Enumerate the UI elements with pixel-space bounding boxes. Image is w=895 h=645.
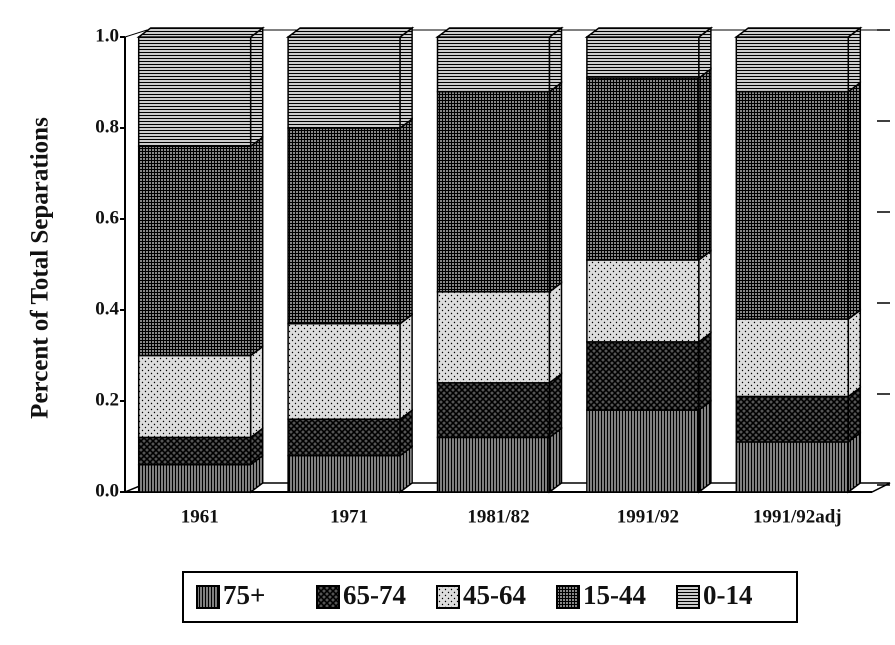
x-tick-label: 1991/92 (617, 506, 679, 527)
bar-side (249, 345, 264, 439)
bar-segment (735, 441, 850, 493)
bar-segment (735, 395, 850, 443)
bar-side (698, 249, 712, 344)
bar-top (285, 27, 415, 38)
legend-label: 65-74 (343, 580, 406, 610)
bar-segment (436, 36, 551, 93)
legend-swatch (316, 585, 340, 609)
x-tick-label: 1981/82 (467, 506, 529, 527)
legend-swatch (676, 585, 700, 609)
y-tick-label: 0.2 (95, 389, 119, 410)
bar-side (399, 117, 413, 326)
bar-segment (287, 454, 401, 493)
bar-segment (586, 36, 700, 79)
bar-segment (586, 341, 700, 411)
y-tick-label: 0.0 (95, 480, 119, 501)
legend-label: 15-44 (583, 580, 646, 610)
bar-side (399, 26, 413, 130)
legend-swatch (196, 585, 220, 609)
bar-segment (137, 463, 252, 493)
bar-segment (436, 90, 551, 293)
x-tick-label: 1971 (330, 506, 368, 527)
x-tick-label: 1991/92adj (753, 506, 842, 527)
bar-side (249, 135, 264, 357)
x-tick-label: 1961 (181, 506, 219, 527)
bar-segment (137, 36, 252, 147)
legend-box (182, 571, 798, 623)
bar-segment (735, 318, 850, 398)
bar-segment (287, 36, 401, 129)
y-tick-label: 0.4 (95, 298, 119, 319)
bar-segment (287, 127, 401, 325)
bar-side (698, 399, 712, 494)
bar-segment (436, 436, 551, 493)
bar-side (399, 313, 413, 421)
bar-side (548, 426, 563, 494)
bar-side (548, 372, 563, 439)
bar-side (847, 308, 862, 398)
bar-segment (586, 77, 700, 261)
bar-top (584, 27, 714, 38)
legend-label: 75+ (223, 580, 265, 610)
bar-side (548, 281, 563, 385)
bar-segment (586, 409, 700, 493)
bar-segment (137, 354, 252, 439)
legend-label: 0-14 (703, 580, 753, 610)
bar-side (847, 431, 862, 494)
bar-side (698, 331, 712, 412)
y-tick-label: 1.0 (95, 25, 119, 46)
bar-segment (735, 36, 850, 93)
bar-segment (436, 291, 551, 384)
y-tick-label: 0.8 (95, 116, 119, 137)
bar-top (435, 27, 564, 38)
bar-side (249, 26, 264, 148)
bar-side (548, 26, 563, 94)
bar-side (698, 67, 712, 262)
bar-segment (137, 145, 252, 357)
bar-top (136, 27, 265, 38)
bar-side (548, 81, 563, 294)
bar-segment (436, 382, 551, 439)
bar-segment (586, 259, 700, 343)
bar-top (734, 27, 863, 38)
bar-side (847, 26, 862, 94)
bar-segment (287, 322, 401, 420)
bar-segment (287, 418, 401, 457)
legend-label: 45-64 (463, 580, 526, 610)
bar-segment (735, 90, 850, 320)
y-tick-label: 0.6 (95, 207, 119, 228)
legend-swatch (556, 585, 580, 609)
bar-side (847, 81, 862, 321)
legend-swatch (436, 585, 460, 609)
bar-segment (137, 436, 252, 466)
y-axis-title: Percent of Total Separations (27, 117, 54, 419)
